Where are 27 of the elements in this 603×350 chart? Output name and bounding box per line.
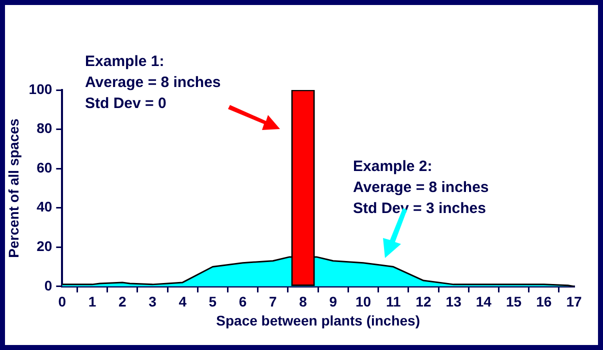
x-tick-label: 4 bbox=[178, 294, 187, 310]
y-tick-label: 60 bbox=[36, 159, 52, 176]
x-tick-label: 10 bbox=[355, 294, 372, 310]
x-tick-label: 2 bbox=[118, 294, 126, 310]
y-tick-label: 100 bbox=[28, 80, 52, 97]
x-tick-label: 15 bbox=[506, 294, 522, 310]
x-axis-title: Space between plants (inches) bbox=[216, 312, 420, 328]
x-tick-label: 3 bbox=[148, 294, 157, 310]
x-tick-label: 17 bbox=[566, 294, 582, 310]
x-tick-label: 1 bbox=[88, 294, 96, 310]
x-tick-label: 12 bbox=[416, 294, 432, 310]
y-axis-title: Percent of all spaces bbox=[5, 118, 22, 258]
x-tick-label: 13 bbox=[446, 294, 462, 310]
x-tick-label: 0 bbox=[58, 294, 66, 310]
x-tick-label: 8 bbox=[299, 294, 308, 310]
x-tick-label: 16 bbox=[536, 294, 552, 310]
x-tick-label: 11 bbox=[386, 294, 401, 310]
x-tick-label: 5 bbox=[208, 294, 217, 310]
y-tick-label: 40 bbox=[36, 198, 52, 215]
x-tick-label: 6 bbox=[238, 294, 247, 310]
annotation: Example 1: Average = 8 inches Std Dev = 0 bbox=[85, 53, 221, 112]
y-tick-label: 0 bbox=[44, 277, 52, 294]
y-tick-label: 20 bbox=[36, 238, 52, 254]
y-tick-label: 80 bbox=[36, 120, 52, 136]
x-tick-label: 14 bbox=[476, 294, 492, 310]
x-tick-label: 9 bbox=[329, 294, 338, 310]
x-tick-label: 7 bbox=[269, 294, 278, 310]
